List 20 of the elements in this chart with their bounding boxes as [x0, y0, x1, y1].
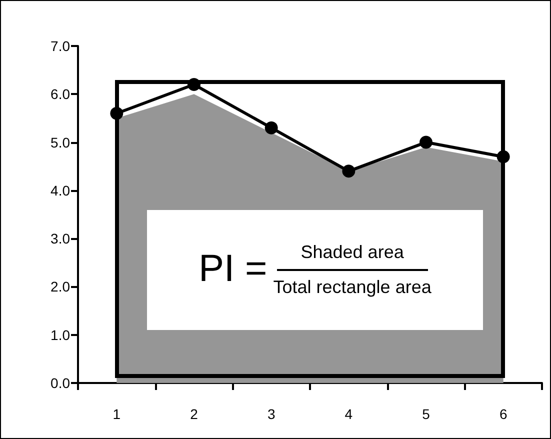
x-tick-label: 6 — [499, 406, 508, 422]
y-tick-label: 5.0 — [50, 134, 70, 150]
annotation: Shaded area — [276, 242, 428, 271]
x-tick-label: 4 — [344, 406, 353, 422]
y-tick-label: 2.0 — [50, 278, 70, 295]
x-tick-label: 5 — [422, 406, 430, 422]
y-tick-label: 7.0 — [50, 38, 70, 54]
point — [420, 136, 432, 149]
x-tick-label: 3 — [267, 406, 276, 422]
y-tick-label: 0.0 — [50, 375, 70, 391]
y-tick-label: 6.0 — [50, 86, 70, 102]
annotation: Total rectangle area — [273, 276, 432, 298]
y-tick-label: 4.0 — [50, 182, 70, 198]
point — [342, 164, 356, 178]
x-tick-label: 1 — [112, 406, 121, 422]
annotation: PI = — [198, 248, 268, 292]
point — [264, 121, 278, 134]
y-tick-label: 3.0 — [50, 230, 70, 247]
x-tick-label: 2 — [190, 406, 198, 422]
y-tick-label: 1.0 — [50, 326, 70, 343]
